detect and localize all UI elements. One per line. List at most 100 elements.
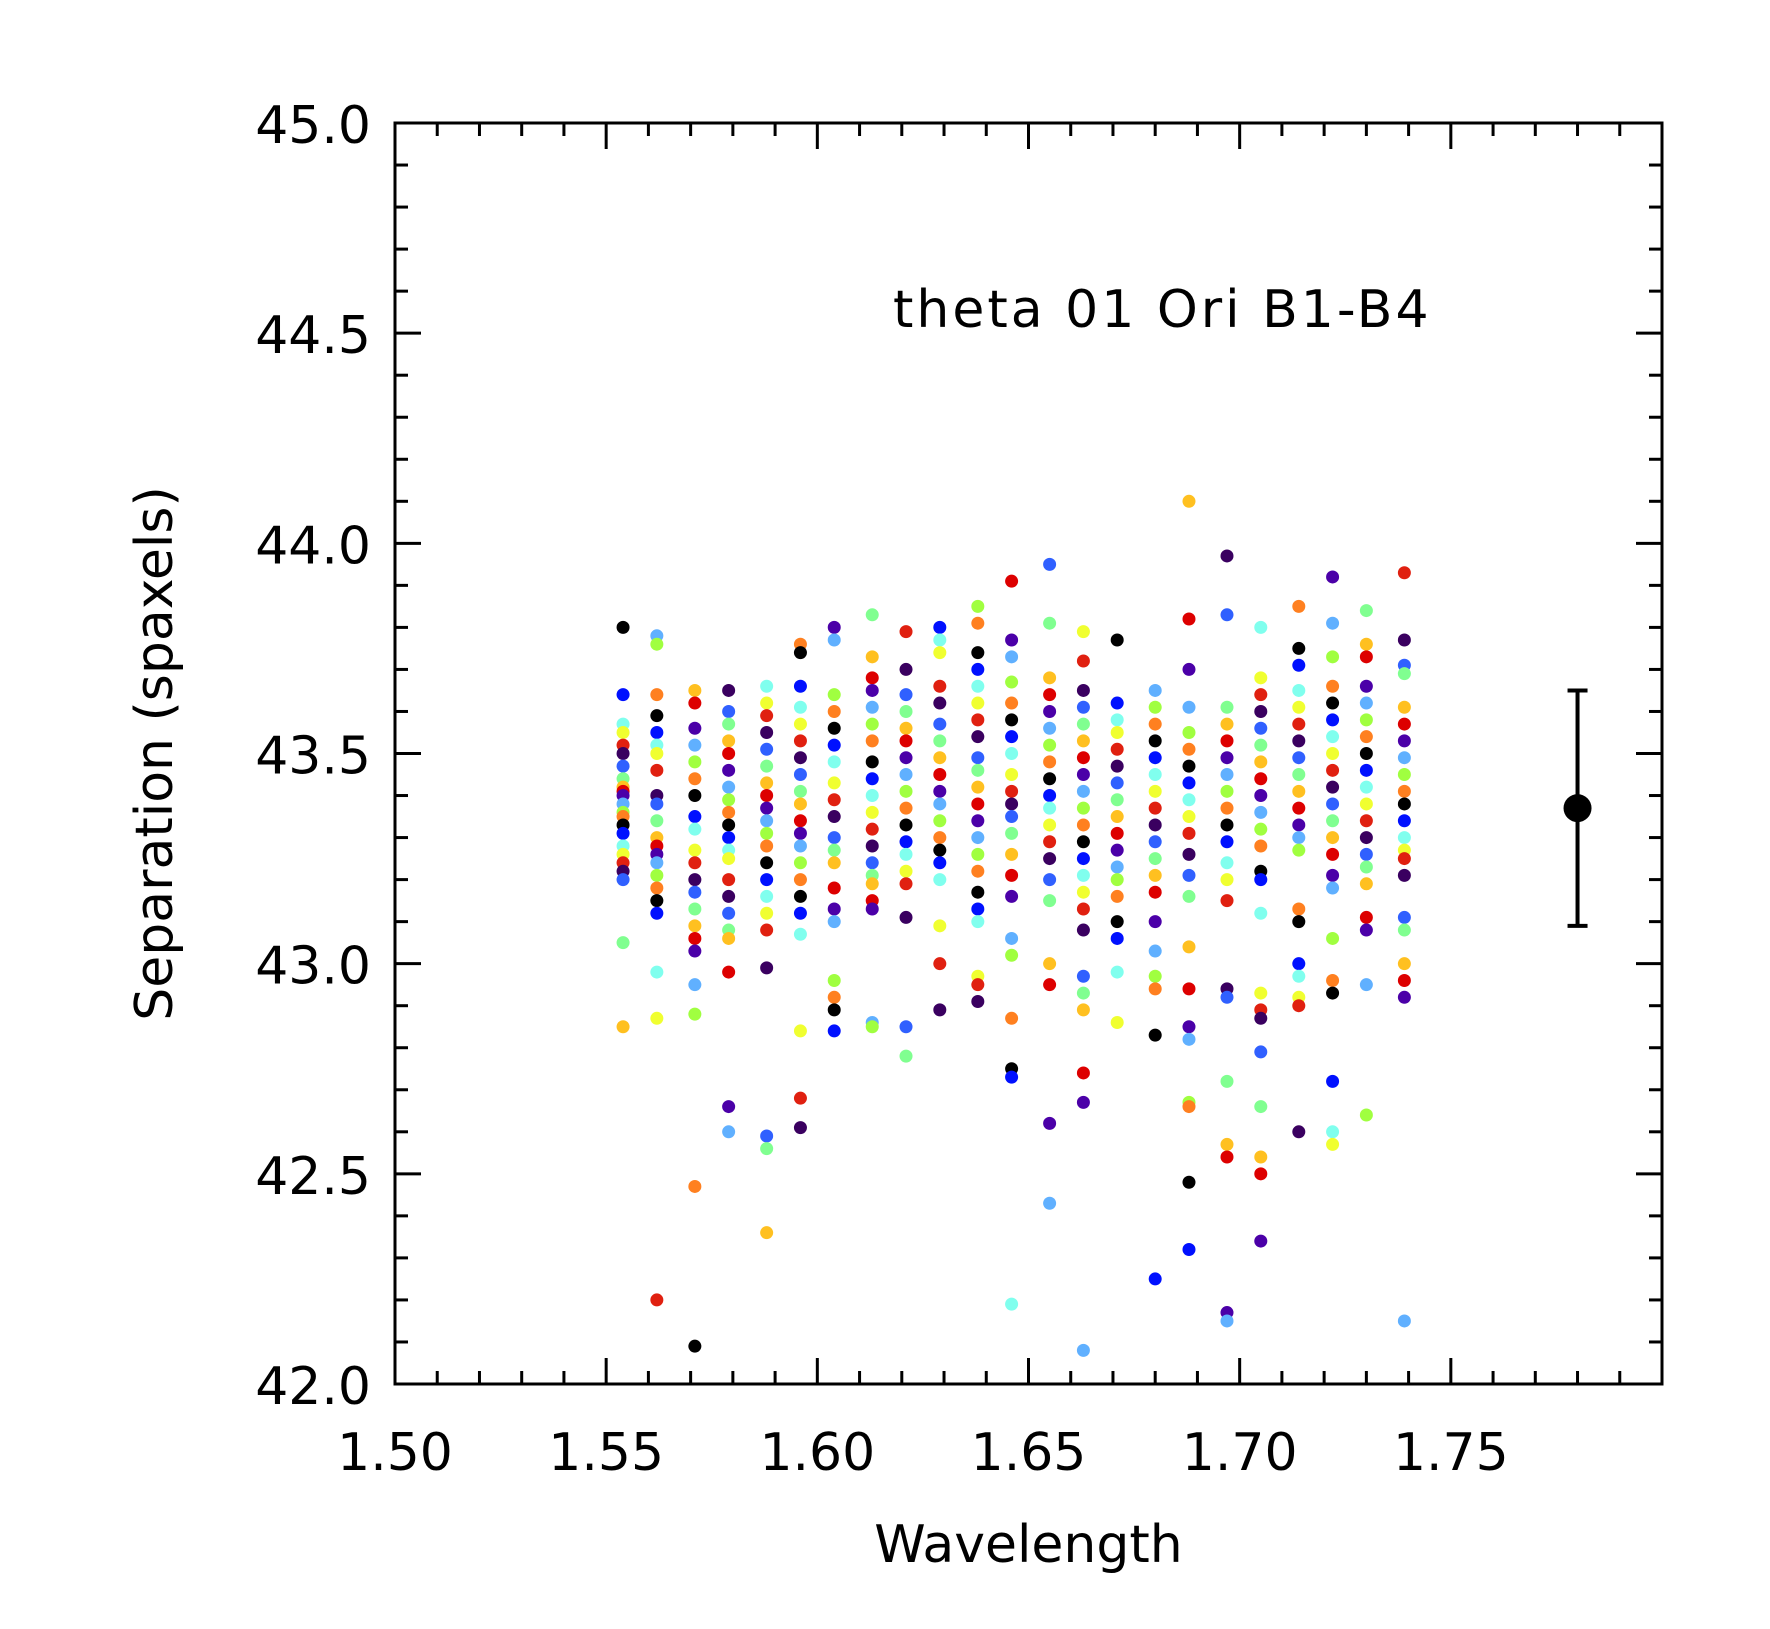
data-point xyxy=(1043,852,1057,866)
data-point xyxy=(1148,818,1162,832)
data-point xyxy=(1076,852,1090,866)
data-point xyxy=(971,662,985,676)
data-point xyxy=(1254,822,1268,836)
data-point xyxy=(1359,713,1373,727)
data-point xyxy=(899,877,913,891)
data-point xyxy=(793,734,807,748)
data-point xyxy=(1292,957,1306,971)
data-point xyxy=(616,873,630,887)
data-point xyxy=(760,873,774,887)
data-point xyxy=(1254,721,1268,735)
data-point xyxy=(1182,759,1196,773)
data-point xyxy=(793,906,807,920)
data-point xyxy=(827,973,841,987)
data-point xyxy=(1043,688,1057,702)
data-point xyxy=(1292,969,1306,983)
data-point xyxy=(865,877,879,891)
data-point xyxy=(1220,990,1234,1004)
data-point xyxy=(899,818,913,832)
data-point xyxy=(1148,835,1162,849)
data-point xyxy=(722,818,736,832)
data-point xyxy=(688,1007,702,1021)
data-point xyxy=(1326,986,1340,1000)
data-point xyxy=(827,776,841,790)
data-point xyxy=(1326,780,1340,794)
data-point xyxy=(1220,818,1234,832)
data-point xyxy=(1148,852,1162,866)
data-point xyxy=(1076,717,1090,731)
data-point xyxy=(933,797,947,811)
data-point xyxy=(1005,768,1019,782)
data-point xyxy=(865,789,879,803)
data-point xyxy=(899,864,913,878)
data-point xyxy=(760,839,774,853)
data-point xyxy=(722,683,736,697)
data-point xyxy=(650,906,664,920)
data-point xyxy=(971,780,985,794)
data-point xyxy=(1076,986,1090,1000)
data-point xyxy=(971,994,985,1008)
data-point xyxy=(1148,801,1162,815)
data-point xyxy=(688,873,702,887)
data-point xyxy=(1326,650,1340,664)
data-point xyxy=(1220,856,1234,870)
data-point xyxy=(688,738,702,752)
data-point xyxy=(933,696,947,710)
data-point xyxy=(1110,873,1124,887)
data-point xyxy=(827,704,841,718)
data-point xyxy=(793,1121,807,1135)
data-point xyxy=(1359,679,1373,693)
data-point xyxy=(1359,1108,1373,1122)
data-point xyxy=(1110,742,1124,756)
data-point xyxy=(1148,683,1162,697)
data-point xyxy=(1220,873,1234,887)
data-point xyxy=(1148,915,1162,929)
data-point xyxy=(1326,973,1340,987)
data-point xyxy=(1182,612,1196,626)
data-point xyxy=(827,831,841,845)
data-point xyxy=(1220,835,1234,849)
data-point xyxy=(1359,847,1373,861)
data-point xyxy=(1043,738,1057,752)
data-point xyxy=(616,747,630,760)
y-tick-label: 42.0 xyxy=(255,1357,371,1417)
data-point xyxy=(971,751,985,765)
data-point xyxy=(1110,1016,1124,1030)
data-point xyxy=(688,919,702,933)
data-point xyxy=(1110,793,1124,807)
data-point xyxy=(793,1024,807,1038)
data-point xyxy=(933,620,947,634)
data-point xyxy=(688,822,702,836)
data-point xyxy=(1326,868,1340,882)
data-point xyxy=(1043,818,1057,832)
data-point xyxy=(760,923,774,937)
data-point xyxy=(760,1142,774,1156)
data-point xyxy=(1292,768,1306,782)
data-point xyxy=(1148,982,1162,996)
data-point xyxy=(1076,734,1090,748)
data-point xyxy=(1254,620,1268,634)
data-point xyxy=(827,633,841,647)
data-point xyxy=(650,637,664,651)
data-point xyxy=(1005,948,1019,962)
data-point xyxy=(1292,717,1306,731)
data-point xyxy=(793,927,807,941)
data-point xyxy=(793,717,807,731)
data-point xyxy=(760,1129,774,1143)
data-point xyxy=(722,906,736,920)
data-point xyxy=(1397,700,1411,714)
data-point xyxy=(616,826,630,840)
y-tick-label: 42.5 xyxy=(255,1147,371,1207)
data-point xyxy=(1110,889,1124,903)
data-point xyxy=(1043,1116,1057,1130)
data-point xyxy=(1005,868,1019,882)
data-point xyxy=(1076,784,1090,798)
data-point xyxy=(650,797,664,811)
data-point xyxy=(1076,1003,1090,1017)
data-point xyxy=(1148,700,1162,714)
data-point xyxy=(1110,633,1124,647)
data-point xyxy=(1254,839,1268,853)
data-point xyxy=(650,1011,664,1025)
data-point xyxy=(1148,868,1162,882)
data-point xyxy=(760,856,774,870)
